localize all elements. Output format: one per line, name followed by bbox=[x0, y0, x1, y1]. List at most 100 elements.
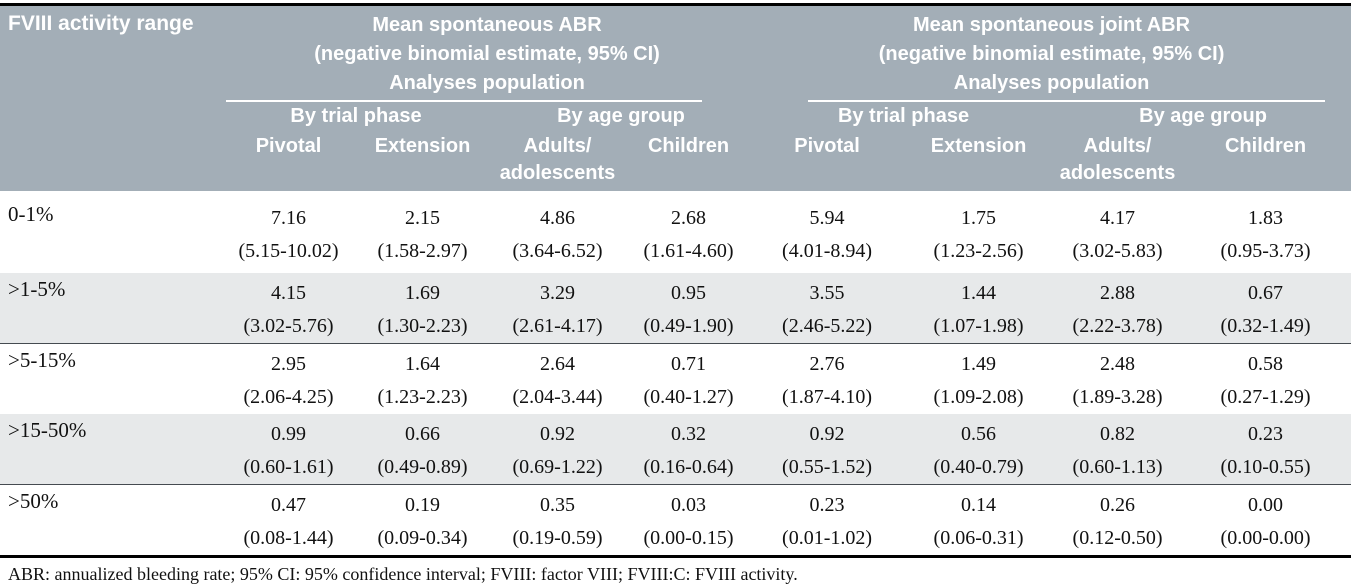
value-cell: 7.16 (5.15-10.02) bbox=[222, 191, 355, 273]
estimate-value: 5.94 bbox=[809, 207, 845, 229]
confidence-interval: (0.49-1.90) bbox=[643, 315, 734, 337]
estimate-value: 2.15 bbox=[405, 207, 440, 229]
value-cell: 0.95 (0.49-1.90) bbox=[625, 273, 752, 344]
confidence-interval: (0.60-1.61) bbox=[243, 456, 334, 478]
estimate-value: 1.64 bbox=[405, 353, 440, 375]
value-cell: 0.92 (0.69-1.22) bbox=[490, 414, 625, 485]
estimate-value: 0.71 bbox=[671, 353, 707, 375]
estimate-value: 4.17 bbox=[1100, 207, 1136, 229]
value-cell: 0.26 (0.12-0.50) bbox=[1055, 485, 1180, 557]
confidence-interval: (0.10-0.55) bbox=[1220, 456, 1311, 478]
group-header-spontaneous-abr: Mean spontaneous ABR (negative binomial … bbox=[222, 6, 752, 102]
value-cell: 2.88 (2.22-3.78) bbox=[1055, 273, 1180, 344]
estimate-value: 0.92 bbox=[540, 423, 575, 445]
confidence-interval: (0.12-0.50) bbox=[1072, 527, 1163, 549]
confidence-interval: (0.19-0.59) bbox=[512, 527, 603, 549]
value-cell: 0.58 (0.27-1.29) bbox=[1180, 344, 1351, 415]
confidence-interval: (5.15-10.02) bbox=[238, 240, 339, 262]
confidence-interval: (0.40-1.27) bbox=[643, 386, 734, 408]
table-header: FVIII activity range Mean spontaneous AB… bbox=[0, 6, 1351, 191]
value-cell: 4.86 (3.64-6.52) bbox=[490, 191, 625, 273]
value-cell: 0.56 (0.40-0.79) bbox=[902, 414, 1055, 485]
value-cell: 3.29 (2.61-4.17) bbox=[490, 273, 625, 344]
estimate-value: 2.64 bbox=[540, 353, 575, 375]
row-label-fviii-range: >1-5% bbox=[8, 277, 66, 301]
value-cell: 2.76 (1.87-4.10) bbox=[752, 344, 902, 415]
column-header-adults-line2: adolescents bbox=[499, 162, 616, 184]
confidence-interval: (0.09-0.34) bbox=[377, 527, 468, 549]
value-cell: 0.19 (0.09-0.34) bbox=[355, 485, 490, 557]
table-row: >50% 0.47 (0.08-1.44) 0.19 (0.09-0.34) 0.35 (0… bbox=[0, 485, 1351, 557]
estimate-value: 0.23 bbox=[1248, 423, 1284, 445]
column-header-pivotal-1: Pivotal bbox=[255, 135, 322, 157]
confidence-interval: (3.64-6.52) bbox=[512, 240, 603, 262]
confidence-interval: (1.58-2.97) bbox=[377, 240, 468, 262]
value-cell: 0.32 (0.16-0.64) bbox=[625, 414, 752, 485]
abr-table: FVIII activity range Mean spontaneous AB… bbox=[0, 6, 1351, 558]
value-cell: 1.75 (1.23-2.56) bbox=[902, 191, 1055, 273]
value-cell: 0.23 (0.10-0.55) bbox=[1180, 414, 1351, 485]
confidence-interval: (0.32-1.49) bbox=[1220, 315, 1311, 337]
estimate-value: 0.82 bbox=[1100, 423, 1136, 445]
estimate-value: 7.16 bbox=[271, 207, 306, 229]
estimate-value: 0.00 bbox=[1248, 494, 1284, 516]
estimate-value: 1.49 bbox=[961, 353, 997, 375]
column-header-extension-2: Extension bbox=[930, 135, 1027, 157]
estimate-value: 0.23 bbox=[809, 494, 845, 516]
confidence-interval: (0.55-1.52) bbox=[782, 456, 873, 478]
estimate-value: 0.26 bbox=[1100, 494, 1136, 516]
confidence-interval: (1.30-2.23) bbox=[377, 315, 468, 337]
confidence-interval: (1.61-4.60) bbox=[643, 240, 734, 262]
subgroup-header-trial-phase-2: By trial phase bbox=[837, 105, 970, 127]
confidence-interval: (0.49-0.89) bbox=[377, 456, 468, 478]
confidence-interval: (2.04-3.44) bbox=[512, 386, 603, 408]
value-cell: 1.49 (1.09-2.08) bbox=[902, 344, 1055, 415]
confidence-interval: (0.40-0.79) bbox=[933, 456, 1024, 478]
subgroup-header-age-group-2: By age group bbox=[1139, 105, 1267, 127]
value-cell: 0.03 (0.00-0.15) bbox=[625, 485, 752, 557]
row-label-fviii-range: 0-1% bbox=[8, 202, 54, 226]
value-cell: 0.23 (0.01-1.02) bbox=[752, 485, 902, 557]
value-cell: 0.92 (0.55-1.52) bbox=[752, 414, 902, 485]
group1-title-line3: Analyses population bbox=[389, 72, 585, 94]
subgroup-header-trial-phase-1: By trial phase bbox=[290, 105, 422, 127]
table-row: 0-1% 7.16 (5.15-10.02) 2.15 (1.58-2.97) 4.86 (… bbox=[0, 191, 1351, 273]
column-header-adults-adolescents-2: Adults/ adolescents bbox=[1055, 132, 1180, 191]
estimate-value: 1.44 bbox=[961, 282, 997, 304]
confidence-interval: (2.61-4.17) bbox=[512, 315, 603, 337]
estimate-value: 0.67 bbox=[1248, 282, 1284, 304]
confidence-interval: (0.69-1.22) bbox=[512, 456, 603, 478]
estimate-value: 2.48 bbox=[1100, 353, 1136, 375]
estimate-value: 3.55 bbox=[809, 282, 845, 304]
estimate-value: 2.76 bbox=[809, 353, 845, 375]
confidence-interval: (0.08-1.44) bbox=[243, 527, 334, 549]
column-header-children-1: Children bbox=[647, 135, 730, 157]
estimate-value: 0.58 bbox=[1248, 353, 1284, 375]
estimate-value: 0.47 bbox=[271, 494, 306, 516]
abbreviations-footnote: ABR: annualized bleeding rate; 95% CI: 9… bbox=[8, 564, 798, 584]
value-cell: 1.64 (1.23-2.23) bbox=[355, 344, 490, 415]
table-row: >1-5% 4.15 (3.02-5.76) 1.69 (1.30-2.23) 3.29 (… bbox=[0, 273, 1351, 344]
column-header-adults-adolescents-1: Adults/ adolescents bbox=[490, 132, 625, 191]
group2-underline bbox=[808, 98, 1326, 102]
confidence-interval: (1.07-1.98) bbox=[933, 315, 1024, 337]
confidence-interval: (0.95-3.73) bbox=[1220, 240, 1311, 262]
confidence-interval: (2.06-4.25) bbox=[243, 386, 334, 408]
confidence-interval: (0.16-0.64) bbox=[643, 456, 734, 478]
confidence-interval: (2.46-5.22) bbox=[782, 315, 873, 337]
estimate-value: 4.86 bbox=[540, 207, 575, 229]
confidence-interval: (1.09-2.08) bbox=[933, 386, 1024, 408]
confidence-interval: (1.23-2.56) bbox=[933, 240, 1024, 262]
value-cell: 2.95 (2.06-4.25) bbox=[222, 344, 355, 415]
column-header-children-2: Children bbox=[1224, 135, 1307, 157]
row-label-fviii-range: >15-50% bbox=[8, 418, 87, 442]
column-header-adults-line2: adolescents bbox=[1059, 162, 1176, 184]
subgroup-header-age-group-1: By age group bbox=[557, 105, 685, 127]
abr-statistics-table-page: FVIII activity range Mean spontaneous AB… bbox=[0, 3, 1351, 558]
confidence-interval: (1.87-4.10) bbox=[782, 386, 873, 408]
column-header-extension-1: Extension bbox=[374, 135, 471, 157]
value-cell: 1.83 (0.95-3.73) bbox=[1180, 191, 1351, 273]
column-header-adults-line1: Adults/ bbox=[1083, 135, 1152, 157]
estimate-value: 0.66 bbox=[405, 423, 440, 445]
estimate-value: 0.03 bbox=[671, 494, 707, 516]
